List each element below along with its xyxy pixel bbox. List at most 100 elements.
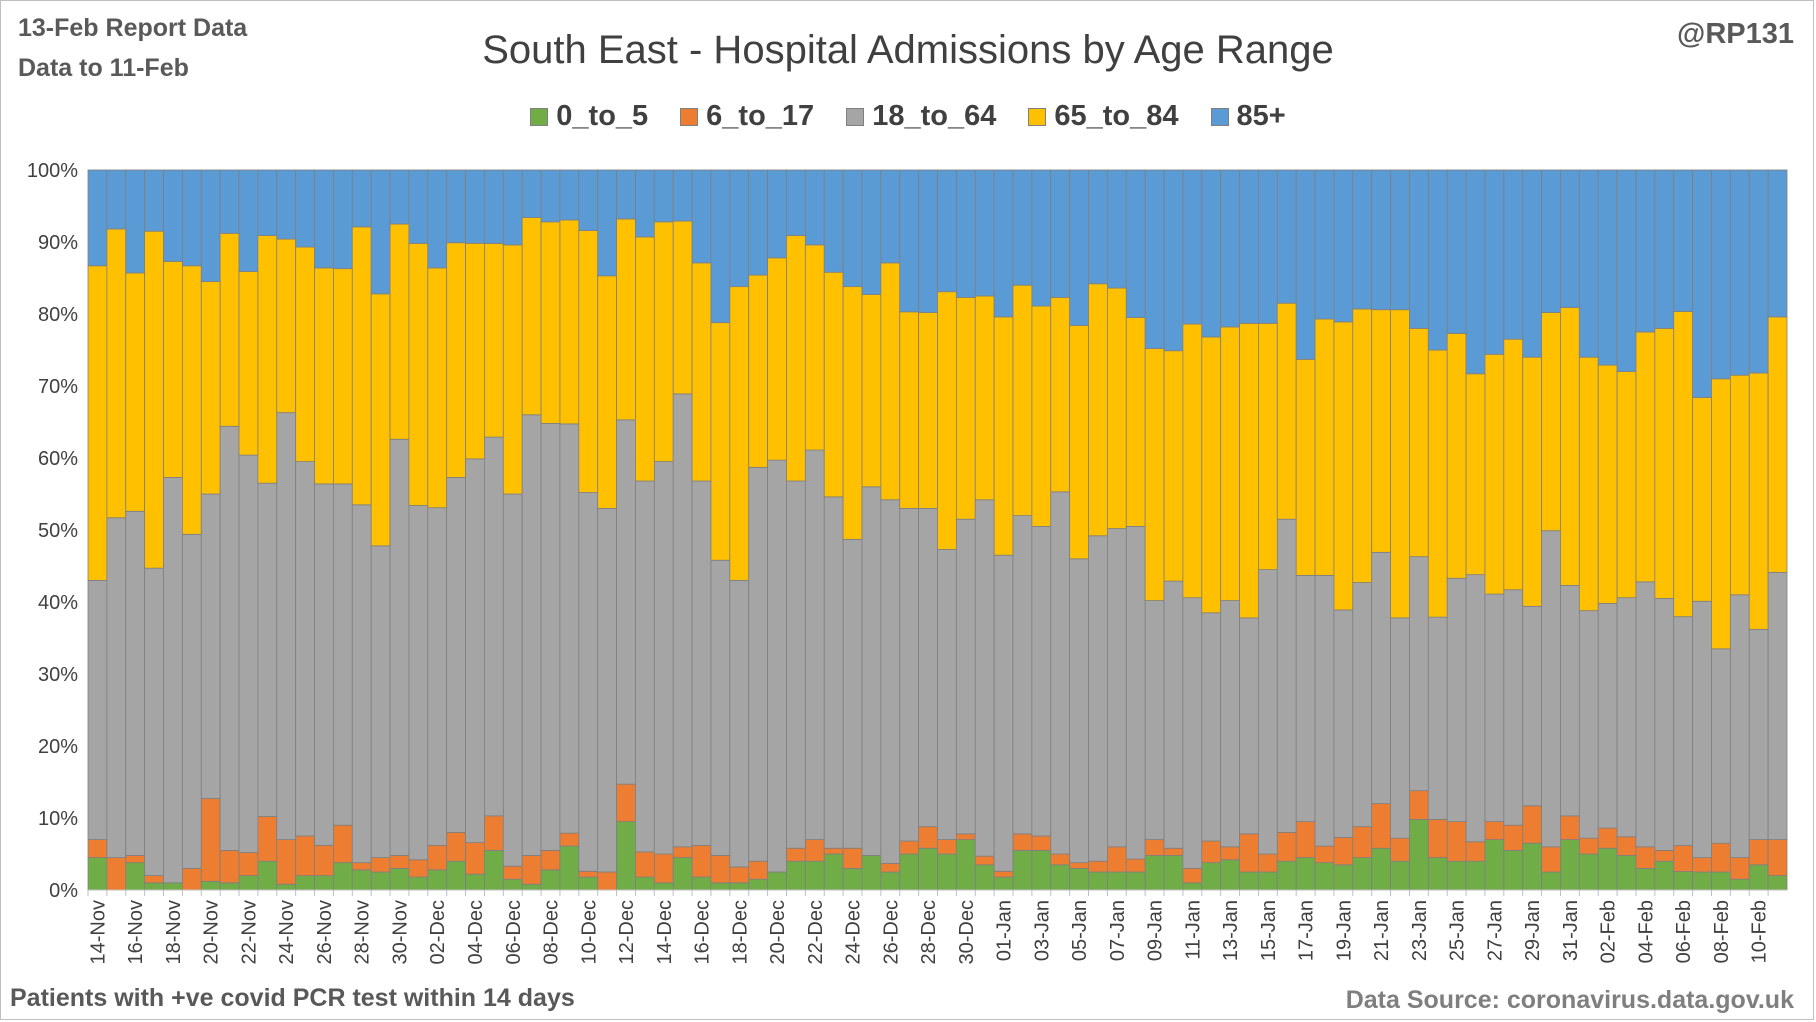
data-source: Data Source: coronavirus.data.gov.uk xyxy=(1345,986,1794,1014)
bar-segment xyxy=(314,483,334,846)
bar-segment xyxy=(1050,864,1071,891)
bar-segment xyxy=(1616,836,1637,856)
bar-segment xyxy=(1503,589,1524,826)
bar-segment xyxy=(389,868,410,891)
bar-segment xyxy=(257,235,278,484)
bar-segment xyxy=(578,876,599,891)
bar-segment xyxy=(1220,600,1240,848)
bar-segment xyxy=(1163,855,1184,891)
legend-item: 6_to_17 xyxy=(680,100,814,133)
bar-segment xyxy=(446,860,466,891)
bar-segment xyxy=(125,510,146,856)
bar-segment xyxy=(276,238,297,414)
x-tick-label: 29-Jan xyxy=(1522,900,1544,961)
bar-segment xyxy=(389,855,410,869)
bar-segment xyxy=(295,875,315,891)
bar-segment xyxy=(993,316,1014,556)
bar-segment xyxy=(691,480,712,846)
bar-segment xyxy=(1767,875,1788,891)
report-date-label: 13-Feb Report Data xyxy=(18,14,248,42)
x-tick-label: 20-Nov xyxy=(201,900,223,964)
bar-segment xyxy=(955,839,976,891)
bar-segment xyxy=(729,286,750,581)
bar-segment xyxy=(1125,526,1146,860)
x-tick-label: 22-Nov xyxy=(238,900,260,964)
y-tick-label: 100% xyxy=(27,160,78,182)
bar-segment xyxy=(389,223,410,440)
bar-segment xyxy=(1427,349,1448,618)
bar-segment xyxy=(1163,847,1184,856)
y-tick-label: 80% xyxy=(38,304,78,326)
x-tick-label: 31-Jan xyxy=(1560,900,1582,961)
bar-segment xyxy=(1239,833,1259,873)
bar-segment xyxy=(1295,857,1316,891)
bar-segment xyxy=(823,853,844,891)
bar-segment xyxy=(333,268,353,485)
bar-segment xyxy=(1409,327,1429,558)
bar-segment xyxy=(1314,574,1335,847)
bar-segment xyxy=(1409,556,1429,792)
bar-segment xyxy=(1578,356,1599,612)
x-tick-label: 24-Nov xyxy=(276,900,298,964)
bar-segment xyxy=(502,493,523,867)
bar-segment xyxy=(616,218,636,421)
bar-segment xyxy=(484,850,504,891)
bar-segment xyxy=(1711,169,1731,380)
author-handle: @RP131 xyxy=(1677,18,1794,50)
bar-segment xyxy=(804,169,825,246)
bar-segment xyxy=(955,297,976,520)
bar-segment xyxy=(1748,372,1769,630)
bar-segment xyxy=(861,486,882,856)
x-tick-label: 20-Dec xyxy=(767,900,789,964)
bar-segment xyxy=(1201,169,1222,338)
bar-segment xyxy=(1767,839,1788,876)
bar-segment xyxy=(880,862,901,873)
bar-segment xyxy=(1012,833,1033,851)
bar-segment xyxy=(1484,593,1505,823)
bar-segment xyxy=(1314,318,1335,576)
legend-swatch-65-to-84 xyxy=(1028,107,1047,126)
bar-segment xyxy=(804,860,825,891)
bar-segment xyxy=(106,857,127,891)
bar-segment xyxy=(1654,327,1675,599)
bar-segment xyxy=(767,871,787,891)
bar-segment xyxy=(710,882,731,891)
bar-segment xyxy=(408,169,429,244)
x-tick-label: 17-Jan xyxy=(1296,900,1318,961)
bar-segment xyxy=(1578,837,1599,855)
bar-segment xyxy=(1409,790,1429,820)
x-tick-label: 04-Feb xyxy=(1635,900,1657,963)
bar-segment xyxy=(181,533,202,869)
bar-segment xyxy=(181,265,202,535)
bar-segment xyxy=(1163,350,1184,582)
bar-segment xyxy=(295,246,315,462)
bar-segment xyxy=(389,169,410,225)
bar-segment xyxy=(521,414,542,856)
x-tick-label: 04-Dec xyxy=(465,900,487,964)
bar-segment xyxy=(125,272,146,512)
bar-segment xyxy=(219,882,240,891)
bar-segment xyxy=(1692,397,1712,602)
bar-segment xyxy=(937,291,957,550)
x-tick-label: 30-Nov xyxy=(389,900,411,964)
bar-segment xyxy=(351,169,372,228)
bar-segment xyxy=(427,169,448,269)
bar-segment xyxy=(295,169,315,248)
bar-segment xyxy=(880,169,901,264)
bar-segment xyxy=(861,169,882,295)
bar-segment xyxy=(1503,850,1524,891)
bar-segment xyxy=(974,864,995,891)
bar-segment xyxy=(1484,353,1505,595)
bar-segment xyxy=(370,545,391,859)
bar-segment xyxy=(597,871,617,891)
bar-segment xyxy=(1276,302,1297,520)
bar-segment xyxy=(767,257,787,461)
bar-segment xyxy=(238,454,259,853)
bar-segment xyxy=(880,871,901,891)
bar-segment xyxy=(427,844,448,871)
bar-segment xyxy=(1503,824,1524,851)
bar-segment xyxy=(1616,855,1637,891)
bar-segment xyxy=(484,436,504,817)
bar-segment xyxy=(163,477,183,884)
bar-segment xyxy=(1220,169,1240,328)
